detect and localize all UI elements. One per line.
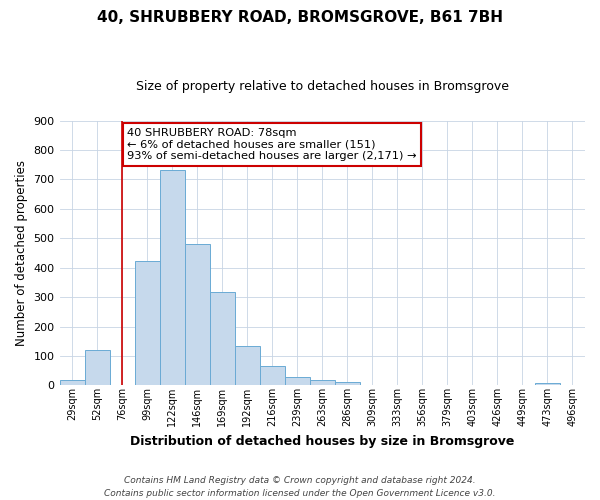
X-axis label: Distribution of detached houses by size in Bromsgrove: Distribution of detached houses by size … bbox=[130, 434, 514, 448]
Bar bbox=[335, 382, 360, 386]
Y-axis label: Number of detached properties: Number of detached properties bbox=[15, 160, 28, 346]
Text: Contains HM Land Registry data © Crown copyright and database right 2024.
Contai: Contains HM Land Registry data © Crown c… bbox=[104, 476, 496, 498]
Bar bbox=[134, 261, 160, 386]
Text: 40 SHRUBBERY ROAD: 78sqm
← 6% of detached houses are smaller (151)
93% of semi-d: 40 SHRUBBERY ROAD: 78sqm ← 6% of detache… bbox=[127, 128, 416, 161]
Bar bbox=[235, 346, 260, 386]
Title: Size of property relative to detached houses in Bromsgrove: Size of property relative to detached ho… bbox=[136, 80, 509, 93]
Bar bbox=[209, 292, 235, 386]
Bar bbox=[310, 380, 335, 386]
Bar bbox=[185, 244, 209, 386]
Bar bbox=[285, 377, 310, 386]
Bar bbox=[59, 380, 85, 386]
Bar bbox=[535, 383, 560, 386]
Text: 40, SHRUBBERY ROAD, BROMSGROVE, B61 7BH: 40, SHRUBBERY ROAD, BROMSGROVE, B61 7BH bbox=[97, 10, 503, 25]
Bar bbox=[160, 170, 185, 386]
Bar bbox=[260, 366, 285, 386]
Bar bbox=[85, 350, 110, 386]
